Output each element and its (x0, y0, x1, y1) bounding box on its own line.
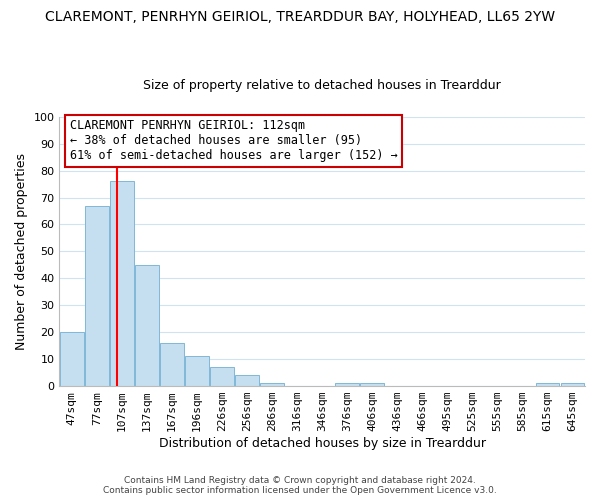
Bar (210, 367, 234, 386)
Bar (361, 384, 384, 386)
Bar (536, 384, 559, 386)
Bar (60, 332, 84, 386)
Bar (260, 384, 284, 386)
Title: Size of property relative to detached houses in Trearddur: Size of property relative to detached ho… (143, 79, 501, 92)
Bar (85, 206, 109, 386)
Bar (235, 376, 259, 386)
X-axis label: Distribution of detached houses by size in Trearddur: Distribution of detached houses by size … (159, 437, 486, 450)
Bar (560, 384, 584, 386)
Y-axis label: Number of detached properties: Number of detached properties (15, 153, 28, 350)
Bar (110, 182, 134, 386)
Bar (185, 356, 209, 386)
Text: CLAREMONT PENRHYN GEIRIOL: 112sqm
← 38% of detached houses are smaller (95)
61% : CLAREMONT PENRHYN GEIRIOL: 112sqm ← 38% … (70, 120, 398, 162)
Bar (135, 265, 159, 386)
Bar (160, 343, 184, 386)
Text: Contains HM Land Registry data © Crown copyright and database right 2024.
Contai: Contains HM Land Registry data © Crown c… (103, 476, 497, 495)
Text: CLAREMONT, PENRHYN GEIRIOL, TREARDDUR BAY, HOLYHEAD, LL65 2YW: CLAREMONT, PENRHYN GEIRIOL, TREARDDUR BA… (45, 10, 555, 24)
Bar (335, 384, 359, 386)
